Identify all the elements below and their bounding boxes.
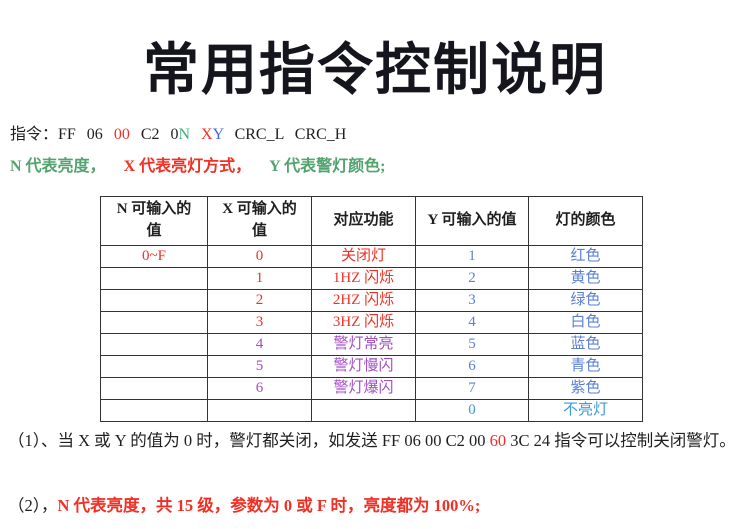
cell-function: 警灯爆闪 (311, 377, 416, 400)
cell-function: 2HZ 闪烁 (311, 289, 416, 312)
note-1-text-end: 3C 24 指令可以控制关闭警灯。 (506, 431, 736, 450)
column-header-function: 对应功能 (311, 196, 416, 246)
cell-function: 3HZ 闪烁 (311, 311, 416, 334)
cell-function: 关闭灯 (311, 245, 416, 268)
table-row: 0 不亮灯 (100, 399, 643, 422)
column-header-y-value: Y 可输入的值 (415, 196, 529, 246)
cell-lamp-color: 蓝色 (528, 333, 643, 356)
table-row: 5 警灯慢闪 6 青色 (100, 355, 643, 378)
cell-y-value: 4 (415, 311, 529, 334)
cell-n-range (100, 311, 208, 334)
cell-x-value: 3 (207, 311, 312, 334)
cell-y-value: 2 (415, 267, 529, 290)
cell-x-value: 5 (207, 355, 312, 378)
table-row: 2 2HZ 闪烁 3 绿色 (100, 289, 643, 312)
cell-x-value: 6 (207, 377, 312, 400)
column-header-x-value: X 可输入的 值 (207, 196, 312, 246)
table-row: 4 警灯常亮 5 蓝色 (100, 333, 643, 356)
header-row: N 可输入的 值 X 可输入的 值 对应功能 Y 可输入的值 灯的颜色 (100, 196, 643, 246)
cell-x-value: 1 (207, 267, 312, 290)
command-mid: C2 0 (129, 126, 179, 143)
note-1: （1）、当 X 或 Y 的值为 0 时，警灯都关闭，如发送 FF 06 00 C… (8, 424, 748, 457)
cell-n-range (100, 377, 208, 400)
command-gap (190, 126, 201, 143)
command-value-table: N 可输入的 值 X 可输入的 值 对应功能 Y 可输入的值 灯的颜色 0~F … (100, 196, 643, 422)
cell-lamp-color: 青色 (528, 355, 643, 378)
cell-x-value (207, 399, 312, 422)
cell-function: 1HZ 闪烁 (311, 267, 416, 290)
cell-x-value: 0 (207, 245, 312, 268)
cell-n-range: 0~F (100, 245, 208, 268)
cell-y-value: 1 (415, 245, 529, 268)
table-row: 0~F 0 关闭灯 1 红色 (100, 245, 643, 268)
cell-n-range (100, 289, 208, 312)
command-n-placeholder: N (178, 126, 191, 143)
note-1-byte-red: 60 (489, 431, 507, 450)
cell-lamp-color: 红色 (528, 245, 643, 268)
command-line: 指令：FF 06 00 C2 0N XY CRC_L CRC_H (10, 120, 346, 144)
cell-x-value: 2 (207, 289, 312, 312)
note-1-text: （1）、当 X 或 Y 的值为 0 时，警灯都关闭，如发送 FF 06 00 C… (8, 431, 490, 450)
cell-y-value: 5 (415, 333, 529, 356)
column-header-n-value: N 可输入的 值 (100, 196, 208, 246)
command-byte-red: 00 (113, 126, 130, 143)
cell-lamp-color: 不亮灯 (528, 399, 643, 422)
cell-function: 警灯常亮 (311, 333, 416, 356)
table-row: 3 3HZ 闪烁 4 白色 (100, 311, 643, 334)
column-header-lamp-color: 灯的颜色 (528, 196, 643, 246)
cell-lamp-color: 紫色 (528, 377, 643, 400)
cell-n-range (100, 399, 208, 422)
note-2-text-red: N 代表亮度，共 15 级，参数为 0 或 F 时，亮度都为 100%; (57, 496, 481, 515)
cell-y-value: 3 (415, 289, 529, 312)
cell-function (311, 399, 416, 422)
cell-n-range (100, 333, 208, 356)
cell-y-value: 6 (415, 355, 529, 378)
cell-y-value: 7 (415, 377, 529, 400)
note-2-prefix: （2）， (8, 496, 58, 515)
table-row: 6 警灯爆闪 7 紫色 (100, 377, 643, 400)
table-row: 1 1HZ 闪烁 2 黄色 (100, 267, 643, 290)
cell-lamp-color: 黄色 (528, 267, 643, 290)
cell-y-value: 0 (415, 399, 529, 422)
command-y-placeholder: Y (212, 126, 224, 143)
note-2: （2），N 代表亮度，共 15 级，参数为 0 或 F 时，亮度都为 100%; (8, 489, 748, 522)
cell-function: 警灯慢闪 (311, 355, 416, 378)
cell-n-range (100, 355, 208, 378)
legend-x: X 代表亮灯方式， (123, 158, 252, 175)
cell-n-range (100, 267, 208, 290)
page-title: 常用指令控制说明 (143, 38, 607, 101)
command-suffix: CRC_L CRC_H (223, 126, 347, 143)
cell-lamp-color: 白色 (528, 311, 643, 334)
legend-y: Y 代表警灯颜色; (269, 158, 386, 175)
cell-lamp-color: 绿色 (528, 289, 643, 312)
command-prefix: 指令：FF 06 (10, 126, 114, 143)
command-x-placeholder: X (201, 126, 213, 143)
legend-n: N 代表亮度， (10, 158, 106, 175)
cell-x-value: 4 (207, 333, 312, 356)
legend-line: N 代表亮度， X 代表亮灯方式， Y 代表警灯颜色; (10, 152, 403, 176)
